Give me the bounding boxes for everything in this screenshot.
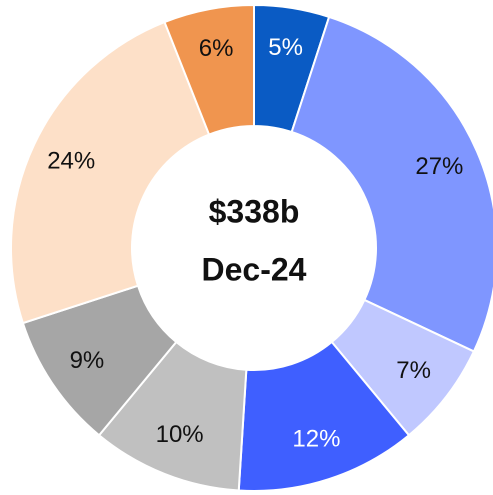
slice-label: 24% — [47, 147, 95, 174]
donut-slice — [163, 3, 255, 136]
donut-slice — [290, 15, 493, 353]
donut-slice — [10, 20, 211, 325]
slice-label: 5% — [268, 34, 303, 61]
slice-label: 9% — [70, 347, 105, 374]
slice-label: 7% — [396, 357, 431, 384]
center-date: Dec-24 — [202, 251, 307, 287]
slice-label: 10% — [156, 421, 204, 448]
slice-label: 12% — [292, 425, 340, 452]
slice-label: 27% — [415, 153, 463, 180]
center-total: $338b — [209, 193, 300, 229]
slice-label: 6% — [199, 35, 234, 62]
donut-slice — [237, 340, 411, 492]
